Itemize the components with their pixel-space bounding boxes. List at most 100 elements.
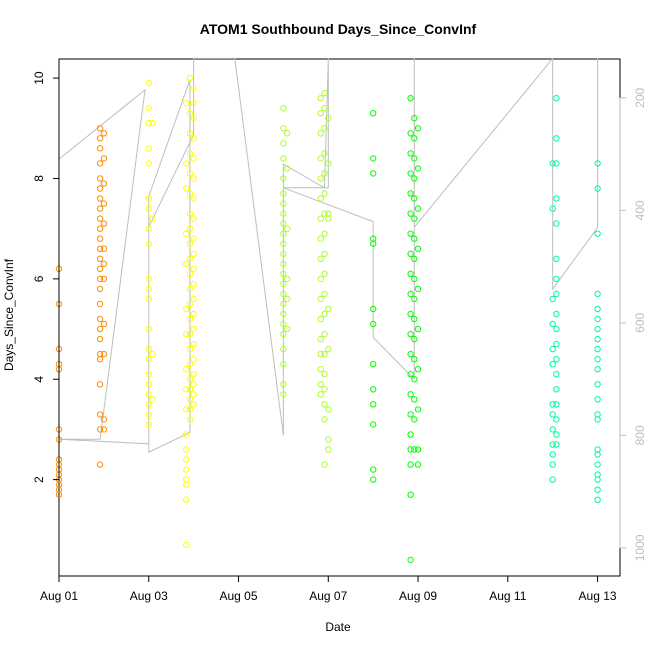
- data-point: [325, 160, 332, 167]
- data-point: [190, 310, 197, 318]
- data-point: [190, 356, 197, 363]
- y-tick-label: 8: [32, 175, 46, 182]
- data-point: [407, 391, 414, 398]
- data-point: [145, 275, 153, 283]
- y2-tick-label: 400: [633, 200, 647, 220]
- data-point: [145, 145, 153, 152]
- data-point: [414, 125, 422, 132]
- data-point: [553, 220, 560, 227]
- data-point: [317, 95, 324, 102]
- data-point: [594, 160, 601, 167]
- data-point: [549, 401, 556, 408]
- data-point: [317, 110, 324, 117]
- data-point: [190, 215, 197, 222]
- data-point: [321, 310, 328, 318]
- data-point: [186, 270, 194, 277]
- data-point: [190, 100, 197, 107]
- data-point: [100, 200, 108, 207]
- data-point: [145, 79, 153, 87]
- y-tick-label: 10: [32, 71, 46, 85]
- data-point: [370, 170, 377, 177]
- y-tick-label: 6: [32, 275, 46, 282]
- data-point: [553, 195, 560, 202]
- data-point: [414, 366, 422, 373]
- data-point: [280, 345, 287, 353]
- data-point: [145, 421, 153, 428]
- data-point: [370, 320, 377, 328]
- y2-tick-label: 800: [633, 425, 647, 445]
- data-point: [280, 361, 287, 368]
- data-point: [594, 451, 601, 458]
- data-point: [553, 275, 560, 283]
- data-point: [411, 275, 418, 283]
- data-point: [411, 175, 418, 182]
- data-point: [594, 185, 601, 192]
- data-point: [407, 150, 414, 157]
- data-point: [149, 215, 156, 222]
- data-point: [553, 441, 560, 448]
- data-point: [186, 74, 194, 82]
- data-point: [321, 270, 328, 277]
- data-point: [407, 230, 414, 237]
- data-point: [549, 476, 556, 483]
- data-point: [594, 290, 601, 298]
- data-point: [96, 265, 104, 272]
- data-point: [411, 295, 418, 303]
- data-point: [96, 135, 104, 142]
- data-point: [370, 155, 377, 162]
- data-point: [317, 155, 324, 162]
- data-point: [190, 195, 197, 202]
- data-point: [407, 130, 414, 137]
- data-point: [321, 250, 328, 258]
- data-point: [317, 295, 324, 303]
- data-point: [96, 381, 104, 388]
- data-point: [55, 491, 63, 498]
- data-point: [100, 220, 108, 227]
- data-point: [190, 325, 197, 333]
- data-point: [317, 391, 324, 398]
- data-point: [96, 300, 104, 308]
- data-point: [186, 130, 194, 137]
- data-point: [145, 325, 153, 333]
- data-point: [96, 255, 104, 262]
- data-point: [407, 411, 414, 418]
- data-point: [190, 295, 197, 303]
- data-point: [190, 381, 197, 388]
- data-point: [96, 215, 104, 222]
- data-point: [407, 350, 414, 358]
- data-point: [549, 361, 556, 368]
- data-point: [370, 240, 377, 247]
- data-point: [283, 130, 291, 137]
- data-point: [321, 371, 328, 378]
- data-point: [317, 350, 324, 358]
- data-point: [186, 225, 194, 232]
- x-tick-label: Aug 09: [399, 589, 437, 603]
- data-point: [594, 461, 601, 468]
- data-point: [186, 345, 194, 353]
- data-point: [321, 125, 328, 132]
- y2-tick-label: 1000: [633, 534, 647, 561]
- data-point: [411, 135, 418, 142]
- data-point: [183, 541, 190, 549]
- data-point: [553, 386, 560, 393]
- data-point: [321, 461, 328, 468]
- data-point: [280, 290, 287, 298]
- data-point: [325, 115, 332, 122]
- data-point: [145, 160, 153, 167]
- data-point: [553, 160, 560, 167]
- data-point: [594, 230, 601, 237]
- data-point: [594, 416, 601, 423]
- data-point: [100, 180, 108, 187]
- data-point: [283, 275, 291, 283]
- data-point: [190, 280, 197, 288]
- data-point: [100, 350, 108, 358]
- data-point: [186, 361, 194, 368]
- data-point: [325, 436, 332, 443]
- data-point: [186, 386, 194, 393]
- data-point: [553, 431, 560, 438]
- data-point: [325, 345, 332, 353]
- data-point: [553, 340, 560, 348]
- data-point: [145, 105, 153, 112]
- data-point: [317, 366, 324, 373]
- data-point: [325, 305, 332, 313]
